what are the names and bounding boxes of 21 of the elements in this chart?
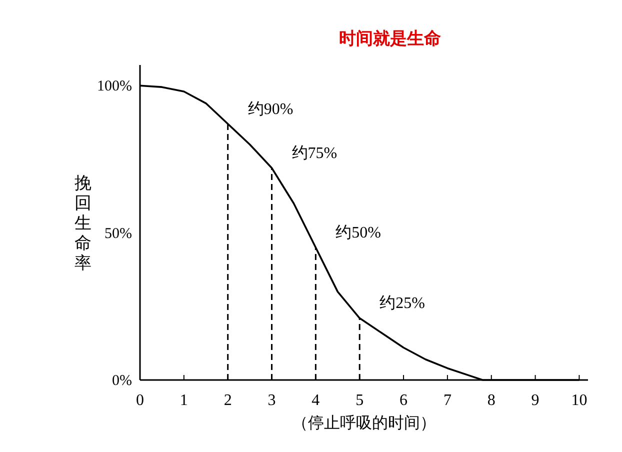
ref-line-label: 约90% [248, 100, 294, 118]
ref-line-label: 约25% [380, 295, 425, 312]
x-tick-label: 0 [136, 392, 144, 409]
x-tick-label: 1 [180, 392, 188, 409]
x-tick-label: 9 [531, 392, 540, 409]
ref-line-label: 约50% [336, 224, 382, 242]
y-tick-label: 50% [104, 226, 132, 242]
x-tick-label: 10 [571, 392, 588, 409]
x-tick-label: 5 [356, 392, 364, 409]
x-axis-title: （停止呼吸的时间） [292, 414, 436, 432]
y-tick-label: 100% [97, 78, 132, 95]
x-tick-label: 6 [400, 392, 408, 409]
x-tick-label: 8 [487, 392, 496, 409]
y-axis-title: 挽回生命率 [74, 174, 92, 272]
ref-line-label: 约75% [292, 145, 338, 162]
x-tick-label: 4 [312, 392, 320, 409]
y-tick-label: 0% [112, 373, 132, 389]
x-tick-label: 7 [443, 392, 452, 409]
x-tick-label: 2 [224, 392, 232, 409]
x-tick-label: 3 [268, 392, 276, 409]
chart-title: 时间就是生命 [339, 29, 441, 48]
